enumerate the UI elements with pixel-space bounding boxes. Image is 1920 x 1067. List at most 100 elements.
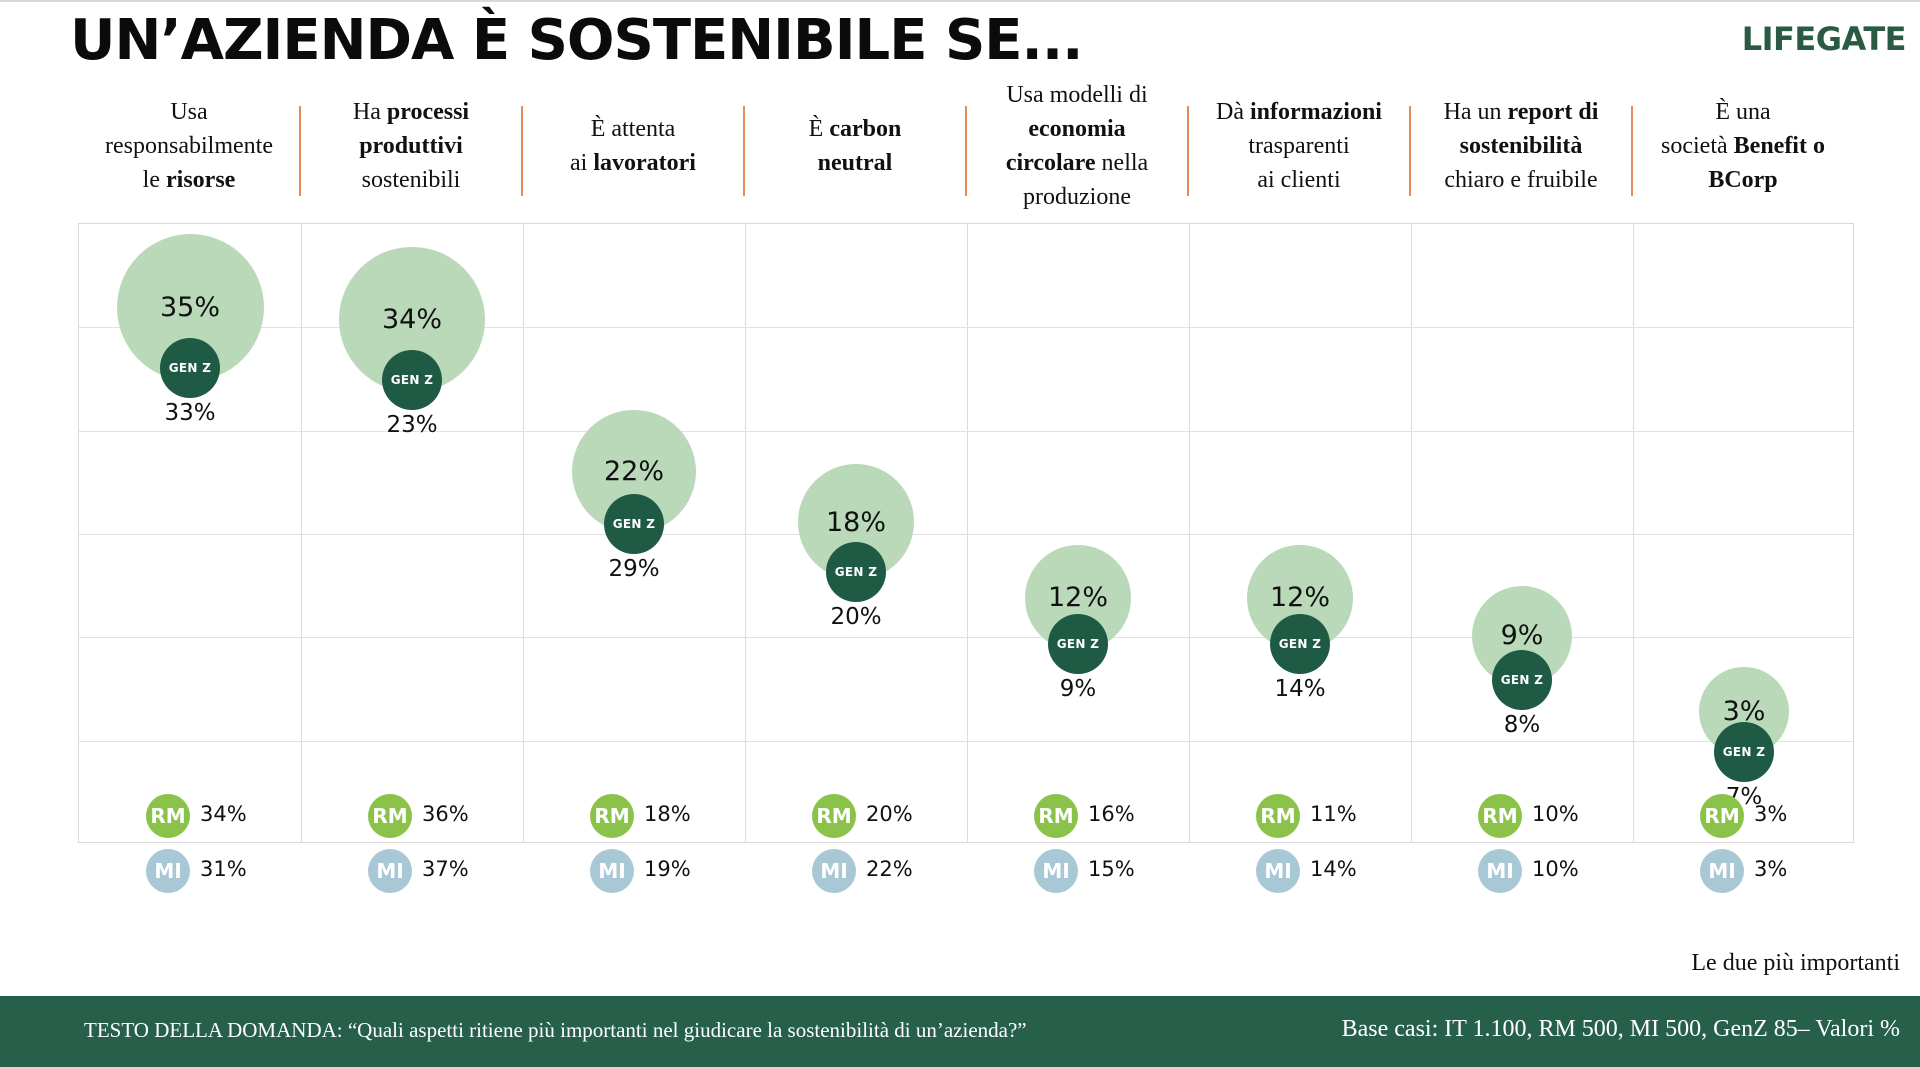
mi-value-label: 37% xyxy=(422,857,469,881)
chart-note: Le due più importanti xyxy=(1691,950,1900,976)
genz-badge-label: GEN Z xyxy=(834,564,878,579)
grid-horizontal-line xyxy=(79,327,1853,329)
genz-value-label: 29% xyxy=(608,555,660,582)
header-text: trasparenti xyxy=(1248,132,1350,159)
header-bold-text: risorse xyxy=(166,166,236,193)
header-text: responsabilmente xyxy=(105,132,273,159)
genz-value-label: 23% xyxy=(386,411,438,438)
genz-badge-label: GEN Z xyxy=(1056,636,1100,651)
column-separator xyxy=(1409,106,1411,196)
it-bubble: 3% xyxy=(1699,667,1789,757)
header-text: Ha xyxy=(352,98,387,125)
rm-badge: RM xyxy=(1034,794,1078,838)
rm-badge-label: RM xyxy=(816,804,852,828)
grid-horizontal-line xyxy=(79,430,1853,432)
column-header-text: Ha processi produttivi sostenibili xyxy=(353,95,469,197)
rm-badge-label: RM xyxy=(594,804,630,828)
genz-bubble: GEN Z xyxy=(1714,721,1774,782)
header-text: produzione xyxy=(1023,183,1131,210)
grid-horizontal-line xyxy=(79,637,1853,639)
rm-badge: RM xyxy=(1700,794,1744,838)
footer-bar: TESTO DELLA DOMANDA: “Quali aspetti riti… xyxy=(0,996,1920,1067)
genz-badge-label: GEN Z xyxy=(612,516,656,531)
mi-badge-label: MI xyxy=(820,859,848,883)
mi-value-label: 3% xyxy=(1754,857,1788,881)
header-bold-text: BCorp xyxy=(1708,166,1778,193)
header-bold-text: Benefit o xyxy=(1733,132,1825,159)
it-value-label: 34% xyxy=(381,304,442,336)
mi-badge: MI xyxy=(368,849,412,893)
header-text: È attenta xyxy=(590,115,676,142)
column-header-7: Ha un report di sostenibilità chiaro e fru… xyxy=(1410,78,1632,213)
column-headers: Usa responsabilmente le risorse Ha processi… xyxy=(78,78,1856,213)
rm-value-label: 18% xyxy=(644,802,691,826)
header-bold-text: produttivi xyxy=(359,132,463,159)
header-text: ai clienti xyxy=(1257,166,1341,193)
header-text: È una xyxy=(1715,98,1771,125)
column-header-5: Usa modelli di economia circolare nella pro… xyxy=(966,78,1188,213)
header-text: chiaro e fruibile xyxy=(1444,166,1598,193)
it-value-label: 12% xyxy=(1047,582,1108,614)
grid-horizontal-line xyxy=(79,534,1853,535)
mi-value-label: 31% xyxy=(200,857,247,881)
rm-value-label: 36% xyxy=(422,802,469,826)
mi-badge-label: MI xyxy=(1486,859,1514,883)
column-separator xyxy=(299,106,301,196)
mi-badge-label: MI xyxy=(376,859,404,883)
header-text: Usa modelli di xyxy=(1006,81,1148,108)
mi-badge: MI xyxy=(1034,849,1078,893)
header-text: nella xyxy=(1095,149,1149,176)
it-value-label: 22% xyxy=(603,455,664,487)
grid-vertical-line xyxy=(967,224,968,842)
top-rule xyxy=(0,0,1920,2)
header-bold-text: neutral xyxy=(817,149,893,176)
rm-badge: RM xyxy=(368,794,412,838)
mi-badge-label: MI xyxy=(598,859,626,883)
rm-value-label: 3% xyxy=(1754,802,1788,826)
mi-badge: MI xyxy=(1700,849,1744,893)
rm-badge: RM xyxy=(146,794,190,838)
rm-value-label: 11% xyxy=(1310,802,1357,826)
rm-badge-label: RM xyxy=(1482,804,1518,828)
genz-badge-label: GEN Z xyxy=(1722,744,1766,759)
lifegate-logo: LIFEGATE xyxy=(1741,20,1907,58)
column-separator xyxy=(1187,106,1189,196)
rm-badge: RM xyxy=(1256,794,1300,838)
genz-bubble: GEN Z xyxy=(1048,613,1108,674)
page-title: UN’AZIENDA È SOSTENIBILE SE... xyxy=(70,8,1083,73)
genz-value-label: 14% xyxy=(1274,675,1326,702)
it-value-label: 18% xyxy=(825,506,886,538)
column-header-4: È carbon neutral xyxy=(744,78,966,213)
rm-value-label: 20% xyxy=(866,802,913,826)
grid-vertical-line xyxy=(301,224,302,842)
header-bold-text: lavoratori xyxy=(593,149,696,176)
header-text: sostenibili xyxy=(361,166,461,193)
grid-vertical-line xyxy=(745,224,746,842)
column-header-6: Dà informazioni trasparenti ai clienti xyxy=(1188,78,1410,213)
column-header-text: È carbon neutral xyxy=(809,112,902,180)
genz-value-label: 9% xyxy=(1059,675,1097,702)
rm-badge: RM xyxy=(1478,794,1522,838)
rm-badge-label: RM xyxy=(1260,804,1296,828)
header-text: Usa xyxy=(170,98,208,125)
column-header-text: Usa responsabilmente le risorse xyxy=(105,95,273,197)
column-separator xyxy=(965,106,967,196)
genz-badge-label: GEN Z xyxy=(168,360,212,375)
it-value-label: 9% xyxy=(1500,620,1544,652)
genz-value-label: 20% xyxy=(830,603,882,630)
mi-badge-label: MI xyxy=(1042,859,1070,883)
rm-value-label: 10% xyxy=(1532,802,1579,826)
mi-badge: MI xyxy=(812,849,856,893)
mi-value-label: 15% xyxy=(1088,857,1135,881)
header-bold-text: processi xyxy=(386,98,470,125)
genz-bubble: GEN Z xyxy=(160,337,220,398)
column-header-8: È una società Benefit o BCorp xyxy=(1632,78,1854,213)
grid-horizontal-line xyxy=(79,740,1853,742)
column-header-text: Dà informazioni trasparenti ai clienti xyxy=(1216,95,1382,197)
rm-badge-label: RM xyxy=(372,804,408,828)
mi-value-label: 19% xyxy=(644,857,691,881)
grid-vertical-line xyxy=(1411,224,1412,842)
question-text: TESTO DELLA DOMANDA: “Quali aspetti riti… xyxy=(84,1018,1027,1042)
it-value-label: 12% xyxy=(1269,582,1330,614)
header-bold-text: carbon xyxy=(829,115,902,142)
